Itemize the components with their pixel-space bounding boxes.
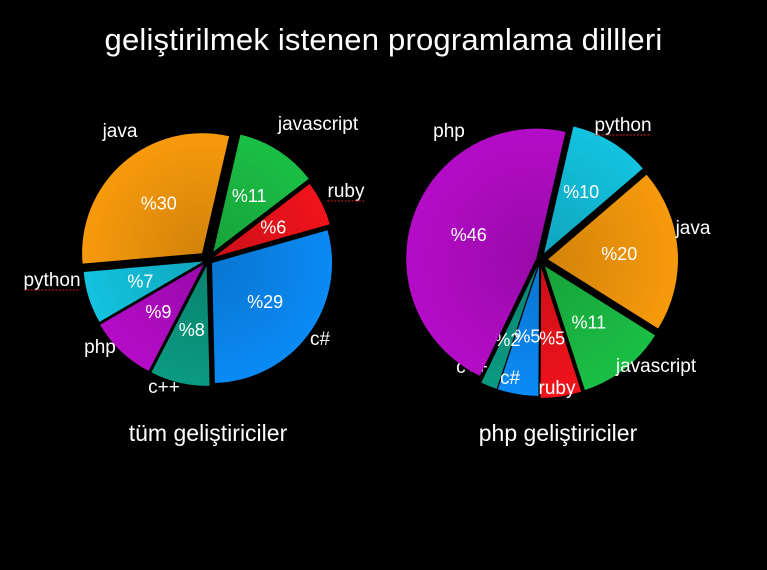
slice-percent-label: %5 (514, 326, 540, 346)
slice-category-label: c++ (148, 377, 180, 398)
pie-slice-ruby (214, 183, 330, 257)
pie-chart-php-developers: %10 python %20 java %11 javascript %5 ruby %5 c#%… (406, 115, 711, 446)
slice-percent-label: %29 (247, 292, 283, 312)
slice-category-label: ruby (539, 378, 576, 399)
pie-slice-cpp (481, 265, 538, 389)
slice-percent-label: %5 (539, 329, 565, 349)
slice-percent-label: %30 (141, 193, 177, 213)
pie-slice-csharp (497, 265, 540, 396)
pie-slice-python (544, 126, 643, 254)
pie-slice-ruby (540, 267, 582, 398)
slice-percent-label: %7 (127, 271, 153, 291)
chart-caption: php geliştiriciler (479, 420, 638, 446)
chart-caption: tüm geliştiriciler (129, 420, 288, 446)
slice-category-label: php (84, 337, 116, 358)
pie-slice-php (100, 264, 204, 371)
page-title: geliştirilmek istenen programlama dillle… (104, 22, 663, 57)
pie-chart-all-developers: %11 javascript %6 ruby %29 c# %8 c++ %9 php %7 pyth… (23, 114, 365, 446)
pie-slice-javascript (213, 134, 309, 252)
slice-percent-label: %6 (260, 217, 286, 237)
slice-percent-label: %8 (179, 320, 205, 340)
slice-percent-label: %2 (494, 330, 520, 350)
slice-category-label: python (594, 115, 651, 136)
slice-category-label: java (102, 121, 138, 142)
pie-slice-javascript (544, 266, 656, 391)
slice-percent-label: %46 (451, 225, 487, 245)
pie-slice-cpp (151, 265, 210, 386)
slice-category-label: ruby (328, 181, 365, 202)
slice-category-label: java (675, 218, 711, 239)
slice-category-label: c# (500, 368, 521, 389)
slice-percent-label: %9 (145, 302, 171, 322)
slice-percent-label: %11 (232, 186, 267, 206)
slice-category-label: javascript (277, 114, 359, 135)
slice-category-label: javascript (615, 356, 697, 377)
pie-slice-java (82, 133, 230, 264)
pie-slice-java (547, 174, 678, 329)
slice-percent-label: %20 (601, 244, 637, 264)
slice-category-label: php (433, 121, 465, 142)
pie-slice-python (83, 261, 204, 322)
slice-category-label: c# (310, 329, 331, 350)
slice-category-label: python (23, 270, 80, 291)
pie-slice-php (406, 128, 566, 376)
slice-percent-label: %11 (571, 313, 606, 333)
pie-slice-csharp (212, 230, 333, 383)
slice-percent-label: %10 (563, 182, 599, 202)
